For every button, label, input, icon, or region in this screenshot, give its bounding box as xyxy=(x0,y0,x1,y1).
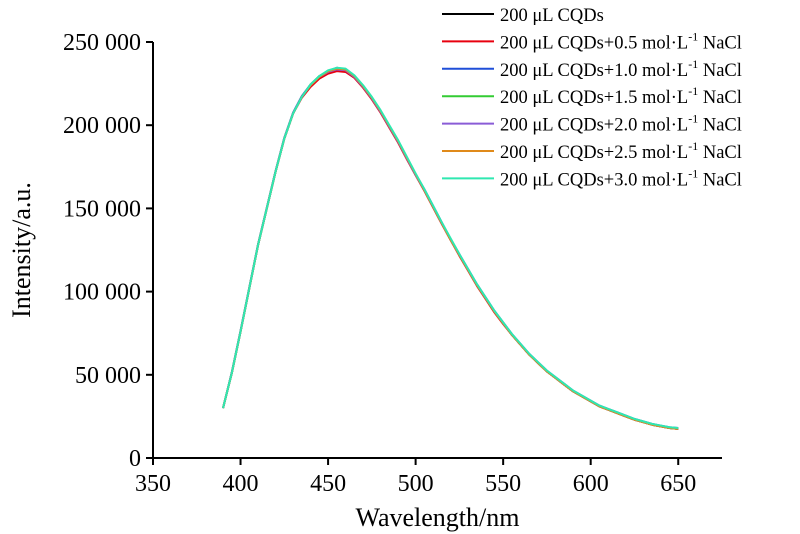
legend-entry-7: 200 μL CQDs+3.0 mol·L-1 NaCl xyxy=(500,166,742,190)
x-tick-label: 550 xyxy=(485,471,521,497)
x-tick-label: 600 xyxy=(573,471,609,497)
y-tick-label: 200 000 xyxy=(63,113,141,139)
y-axis-label: Intensity/a.u. xyxy=(7,182,36,318)
x-tick-label: 650 xyxy=(660,471,696,497)
legend-entry-3: 200 μL CQDs+1.0 mol·L-1 NaCl xyxy=(500,57,742,81)
x-tick-label: 350 xyxy=(135,471,171,497)
y-tick-label: 50 000 xyxy=(75,363,141,389)
y-tick-label: 150 000 xyxy=(63,196,141,222)
legend: 200 μL CQDs 200 μL CQDs+0.5 mol·L-1 NaCl 2… xyxy=(442,6,742,190)
x-tick-label: 500 xyxy=(398,471,434,497)
legend-entry-4: 200 μL CQDs+1.5 mol·L-1 NaCl xyxy=(500,84,742,108)
legend-entry-2: 200 μL CQDs+0.5 mol·L-1 NaCl xyxy=(500,29,742,53)
x-axis-label: Wavelength/nm xyxy=(356,503,520,532)
series-line-7 xyxy=(222,66,679,430)
y-tick-label: 100 000 xyxy=(63,280,141,306)
y-tick-label: 0 xyxy=(129,446,141,472)
axes-group: 0 50 000 100 000 150 000 200 000 250 000 350 40… xyxy=(63,30,722,497)
x-tick-label: 450 xyxy=(310,471,346,497)
plot-series-group xyxy=(222,66,679,430)
legend-entry-1: 200 μL CQDs xyxy=(500,6,604,26)
y-tick-label: 250 000 xyxy=(63,30,141,56)
x-tick-label: 400 xyxy=(223,471,259,497)
legend-entry-5: 200 μL CQDs+2.0 mol·L-1 NaCl xyxy=(500,112,742,136)
legend-entry-6: 200 μL CQDs+2.5 mol·L-1 NaCl xyxy=(500,139,742,163)
